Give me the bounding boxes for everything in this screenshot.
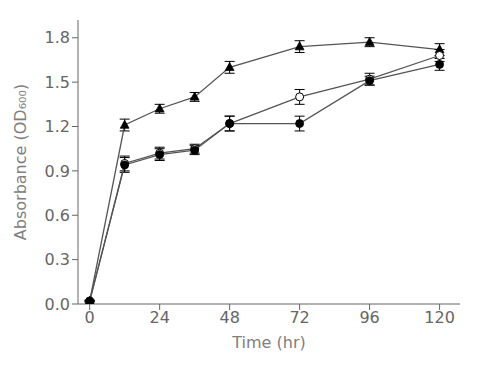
svg-text:24: 24	[149, 308, 169, 327]
svg-text:1.5: 1.5	[45, 73, 70, 92]
svg-text:0.6: 0.6	[45, 206, 70, 225]
svg-text:0.0: 0.0	[45, 295, 70, 314]
svg-text:0.3: 0.3	[45, 250, 70, 269]
svg-text:1.8: 1.8	[45, 28, 70, 47]
svg-text:120: 120	[424, 308, 455, 327]
svg-text:Time (hr): Time (hr)	[231, 333, 305, 352]
svg-text:72: 72	[289, 308, 309, 327]
svg-text:96: 96	[359, 308, 379, 327]
svg-text:48: 48	[219, 308, 239, 327]
svg-text:0: 0	[85, 308, 95, 327]
svg-text:1.2: 1.2	[45, 117, 70, 136]
svg-text:0.9: 0.9	[45, 162, 70, 181]
svg-text:Absorbance (OD₆₀₀): Absorbance (OD₆₀₀)	[11, 84, 30, 240]
